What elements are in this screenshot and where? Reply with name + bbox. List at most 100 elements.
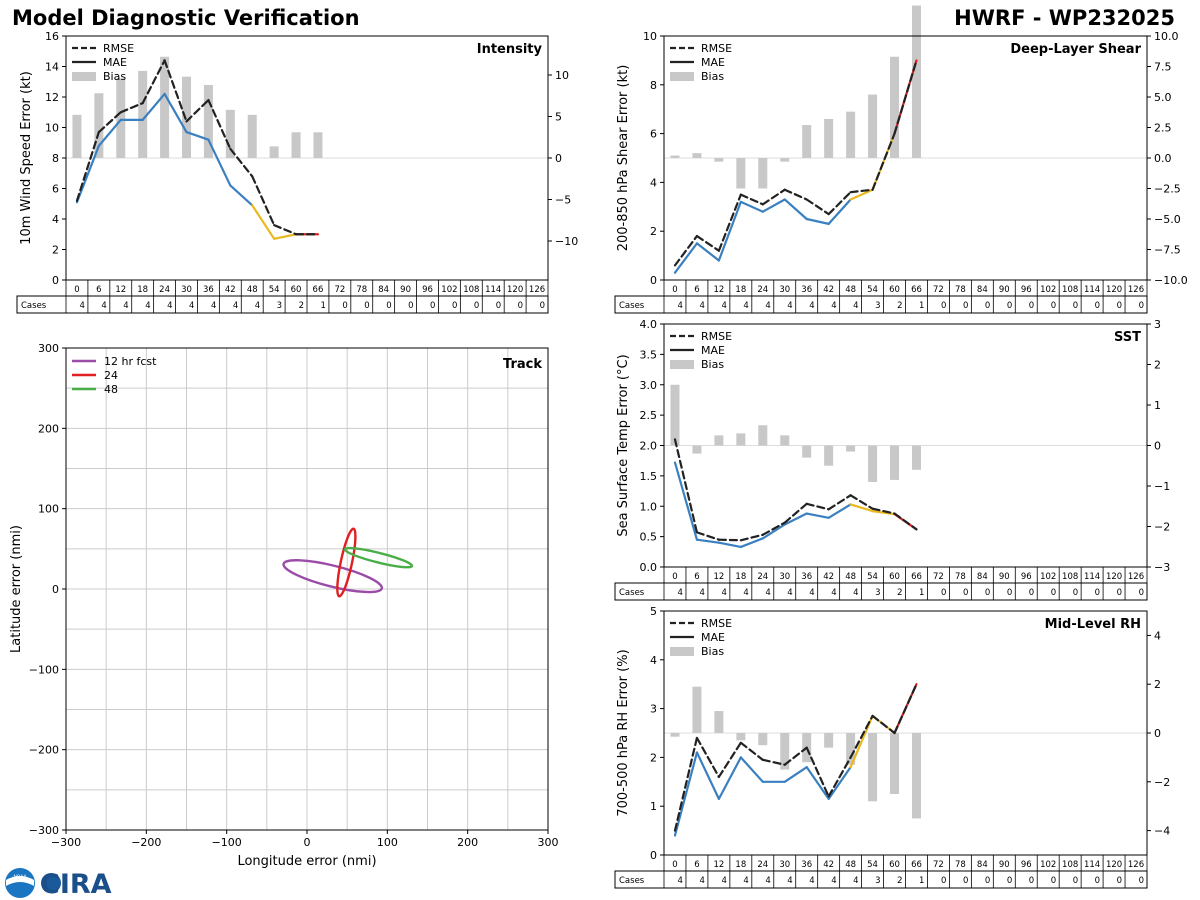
- lead-time-label: 18: [735, 860, 746, 870]
- case-count: 4: [211, 301, 216, 311]
- bias-bar: [868, 445, 878, 482]
- cases-label: Cases: [619, 876, 645, 886]
- case-count: 0: [1073, 588, 1078, 598]
- lead-time-label: 12: [713, 572, 724, 582]
- bias-bar: [824, 733, 834, 748]
- y-tick-label: 1.5: [640, 470, 658, 483]
- lead-time-label: 120: [507, 285, 523, 295]
- rmse-segment: [185, 98, 210, 123]
- lead-time-label: 102: [1040, 285, 1056, 295]
- lead-time-label: 108: [1062, 285, 1078, 295]
- lead-time-label: 36: [801, 860, 812, 870]
- error-ellipse: [336, 527, 357, 598]
- bias-bar: [692, 445, 702, 454]
- lead-time-label: 72: [933, 860, 944, 870]
- y-tick-label: 200: [38, 422, 59, 435]
- lead-time-label: 24: [757, 860, 768, 870]
- rmse-segment: [207, 98, 232, 150]
- case-count: 4: [721, 301, 726, 311]
- y-tick-label: 10: [45, 122, 59, 135]
- legend-bias-swatch: [670, 647, 694, 656]
- case-count: 0: [430, 301, 435, 311]
- y-tick-label: 10: [643, 30, 657, 43]
- y-axis-label: Latitude error (nmi): [9, 525, 24, 653]
- rmse-segment: [717, 538, 742, 542]
- case-count: 0: [985, 588, 990, 598]
- case-count: 4: [853, 876, 858, 886]
- bias-bar: [714, 158, 724, 162]
- lead-time-label: 108: [463, 285, 479, 295]
- x-tick-label: 0: [304, 836, 311, 849]
- case-count: 4: [853, 588, 858, 598]
- panel-title: Mid-Level RH: [1045, 617, 1141, 632]
- y-tick-label: −200: [29, 744, 59, 757]
- y-tick-label: 2: [52, 244, 59, 257]
- rmse-segment: [119, 101, 144, 114]
- legend-mae-label: MAE: [103, 56, 127, 69]
- lead-time-label: 48: [845, 572, 856, 582]
- y-tick-label: −300: [29, 824, 59, 837]
- cira-logo: NOAA CIRA: [5, 868, 112, 900]
- case-count: 0: [1051, 301, 1056, 311]
- y-tick-label: 3.5: [640, 348, 658, 361]
- lead-time-label: 72: [933, 285, 944, 295]
- x-tick-label: −100: [212, 836, 242, 849]
- case-count: 0: [1029, 876, 1034, 886]
- bias-bar: [736, 158, 746, 189]
- lead-time-label: 30: [779, 860, 790, 870]
- case-count: 0: [1139, 876, 1144, 886]
- y-tick-label: 2: [650, 225, 657, 238]
- mae-segment: [739, 537, 764, 549]
- legend-label: 12 hr fcst: [104, 355, 157, 368]
- lead-time-label: 90: [999, 572, 1010, 582]
- lead-time-label: 6: [694, 860, 699, 870]
- case-count: 0: [540, 301, 545, 311]
- shear-panel: 0246810−10.0−7.5−5.0−2.50.02.55.07.510.0…: [614, 5, 1188, 314]
- lead-time-label: 12: [713, 860, 724, 870]
- mae-segment: [273, 233, 298, 240]
- y2-tick-label: −1: [1154, 480, 1170, 493]
- y2-tick-label: 2: [1154, 359, 1161, 372]
- panel-title: Intensity: [477, 42, 543, 57]
- case-count: 4: [79, 301, 84, 311]
- lead-time-label: 0: [672, 572, 677, 582]
- mae-segment: [849, 503, 874, 513]
- y2-tick-label: 5: [555, 111, 562, 124]
- case-count: 0: [985, 876, 990, 886]
- case-count: 0: [941, 588, 946, 598]
- bias-bar: [670, 733, 680, 737]
- legend-label: 24: [104, 369, 118, 382]
- case-count: 1: [919, 301, 924, 311]
- lead-time-label: 102: [1040, 860, 1056, 870]
- bias-bar: [138, 70, 148, 158]
- case-count: 0: [1095, 301, 1100, 311]
- panel-title: Track: [503, 357, 542, 372]
- case-count: 0: [452, 301, 457, 311]
- bias-bar: [911, 733, 921, 819]
- case-count: 0: [408, 301, 413, 311]
- lead-time-label: 30: [779, 572, 790, 582]
- case-count: 4: [167, 301, 172, 311]
- y2-tick-label: 10.0: [1154, 30, 1179, 43]
- bias-bar: [203, 84, 213, 158]
- bias-bar: [269, 146, 279, 158]
- mae-segment: [739, 200, 764, 213]
- y2-tick-label: −4: [1154, 825, 1170, 838]
- cases-row: [614, 870, 1148, 889]
- case-count: 0: [1029, 588, 1034, 598]
- bias-bar: [802, 125, 812, 158]
- lead-time-label: 24: [159, 285, 170, 295]
- lead-time-label: 60: [889, 572, 900, 582]
- y-tick-label: 2.0: [640, 440, 658, 453]
- x-tick-label: 200: [457, 836, 478, 849]
- y-tick-label: 6: [650, 128, 657, 141]
- lead-time-label: 102: [441, 285, 457, 295]
- bias-bar: [736, 733, 746, 741]
- mae-segment: [761, 523, 786, 540]
- legend-bias-swatch: [670, 72, 694, 81]
- rmse-segment: [871, 714, 896, 735]
- lead-time-label: 60: [291, 285, 302, 295]
- lead-time-label: 48: [845, 860, 856, 870]
- case-count: 4: [787, 588, 792, 598]
